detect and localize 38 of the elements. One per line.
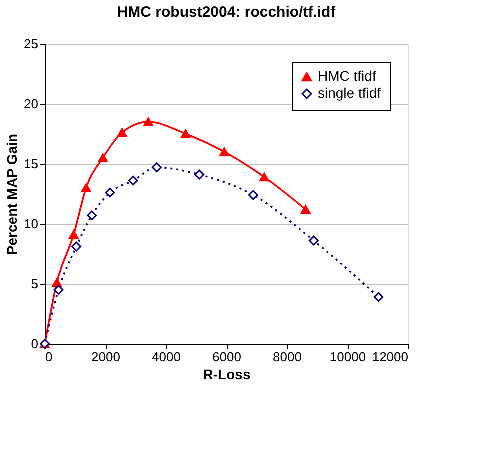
point [128,176,138,186]
x-tick-label: 4000 [152,350,181,364]
x-axis-title: R-Loss [203,366,251,382]
point [374,292,384,302]
x-tick-label: 0 [46,350,53,364]
y-axis-title: Percent MAP Gain [4,134,20,256]
x-tick-label: 6000 [212,350,242,364]
x-tick-label: 12000 [372,350,408,364]
point [105,188,116,198]
point [72,242,82,252]
legend-label: single tfidf [318,85,382,101]
y-tick-label: 5 [31,276,38,292]
point [152,162,162,173]
y-tick-label: 15 [24,156,38,172]
point [144,118,154,126]
point [308,236,319,246]
point [194,170,205,180]
point [248,190,258,200]
point [54,285,64,295]
x-tick-label: 2000 [92,350,120,364]
chart-title: HMC robust2004: rocchio/tf.idf [117,4,337,21]
y-tick-label: 25 [24,36,38,52]
point [81,184,92,192]
point [98,154,108,162]
point [300,205,311,214]
legend-label: HMC tfidf [318,68,376,84]
y-tick-label: 10 [24,216,38,232]
point [180,130,191,138]
point [87,210,97,221]
point [52,278,62,288]
point [117,128,128,138]
x-tick-label: 10000 [330,350,366,364]
point [260,172,270,182]
y-tick-label: 20 [24,96,38,112]
point [68,230,79,240]
y-tick-label: 0 [31,336,38,352]
point [220,148,230,156]
x-tick-label: 8000 [273,350,302,364]
